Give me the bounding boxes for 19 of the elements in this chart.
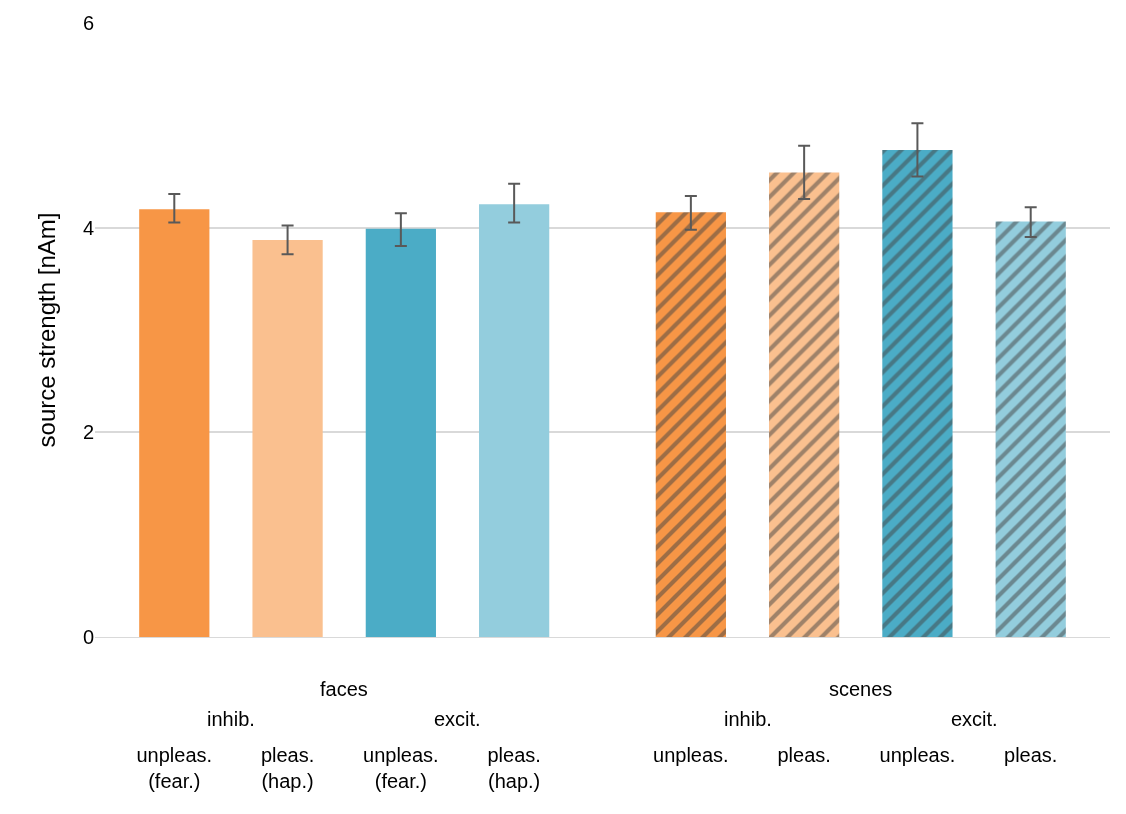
- x-tick-label: unpleas. (fear.): [136, 744, 213, 792]
- x-tick-label: unpleas.: [653, 744, 729, 766]
- text: excit.: [434, 708, 481, 730]
- y-tick-label: 2: [82, 421, 94, 444]
- text: faces: [320, 678, 368, 700]
- text: inhib.: [724, 708, 772, 730]
- x-tick-label: pleas. (hap.): [260, 744, 315, 792]
- y-tick-label: 0: [82, 626, 94, 648]
- y-tick-label: 4: [82, 216, 94, 239]
- y-axis-title: source strength [nAm]: [32, 212, 60, 448]
- x-tick-label: pleas.: [1004, 744, 1058, 766]
- x-tick-label: unpleas.: [879, 744, 956, 766]
- text: scenes: [829, 678, 893, 700]
- x-tick-label: unpleas. (fear.): [363, 744, 439, 792]
- text: inhib.: [207, 708, 255, 730]
- y-tick-label: 6: [82, 12, 94, 34]
- x-tick-label: pleas.: [777, 744, 831, 766]
- x-tick-label: pleas. (hap.): [487, 744, 541, 792]
- text: excit.: [951, 708, 998, 730]
